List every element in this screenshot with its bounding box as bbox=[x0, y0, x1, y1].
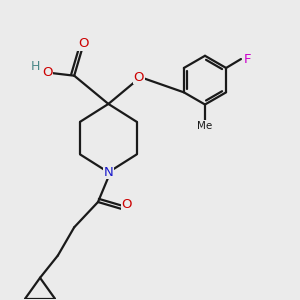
Text: N: N bbox=[103, 166, 113, 179]
Text: O: O bbox=[42, 66, 53, 79]
Text: O: O bbox=[134, 71, 144, 84]
Text: Me: Me bbox=[197, 121, 213, 131]
Text: F: F bbox=[244, 52, 251, 66]
Text: O: O bbox=[78, 38, 88, 50]
Text: O: O bbox=[122, 198, 132, 211]
Text: H: H bbox=[31, 60, 40, 73]
